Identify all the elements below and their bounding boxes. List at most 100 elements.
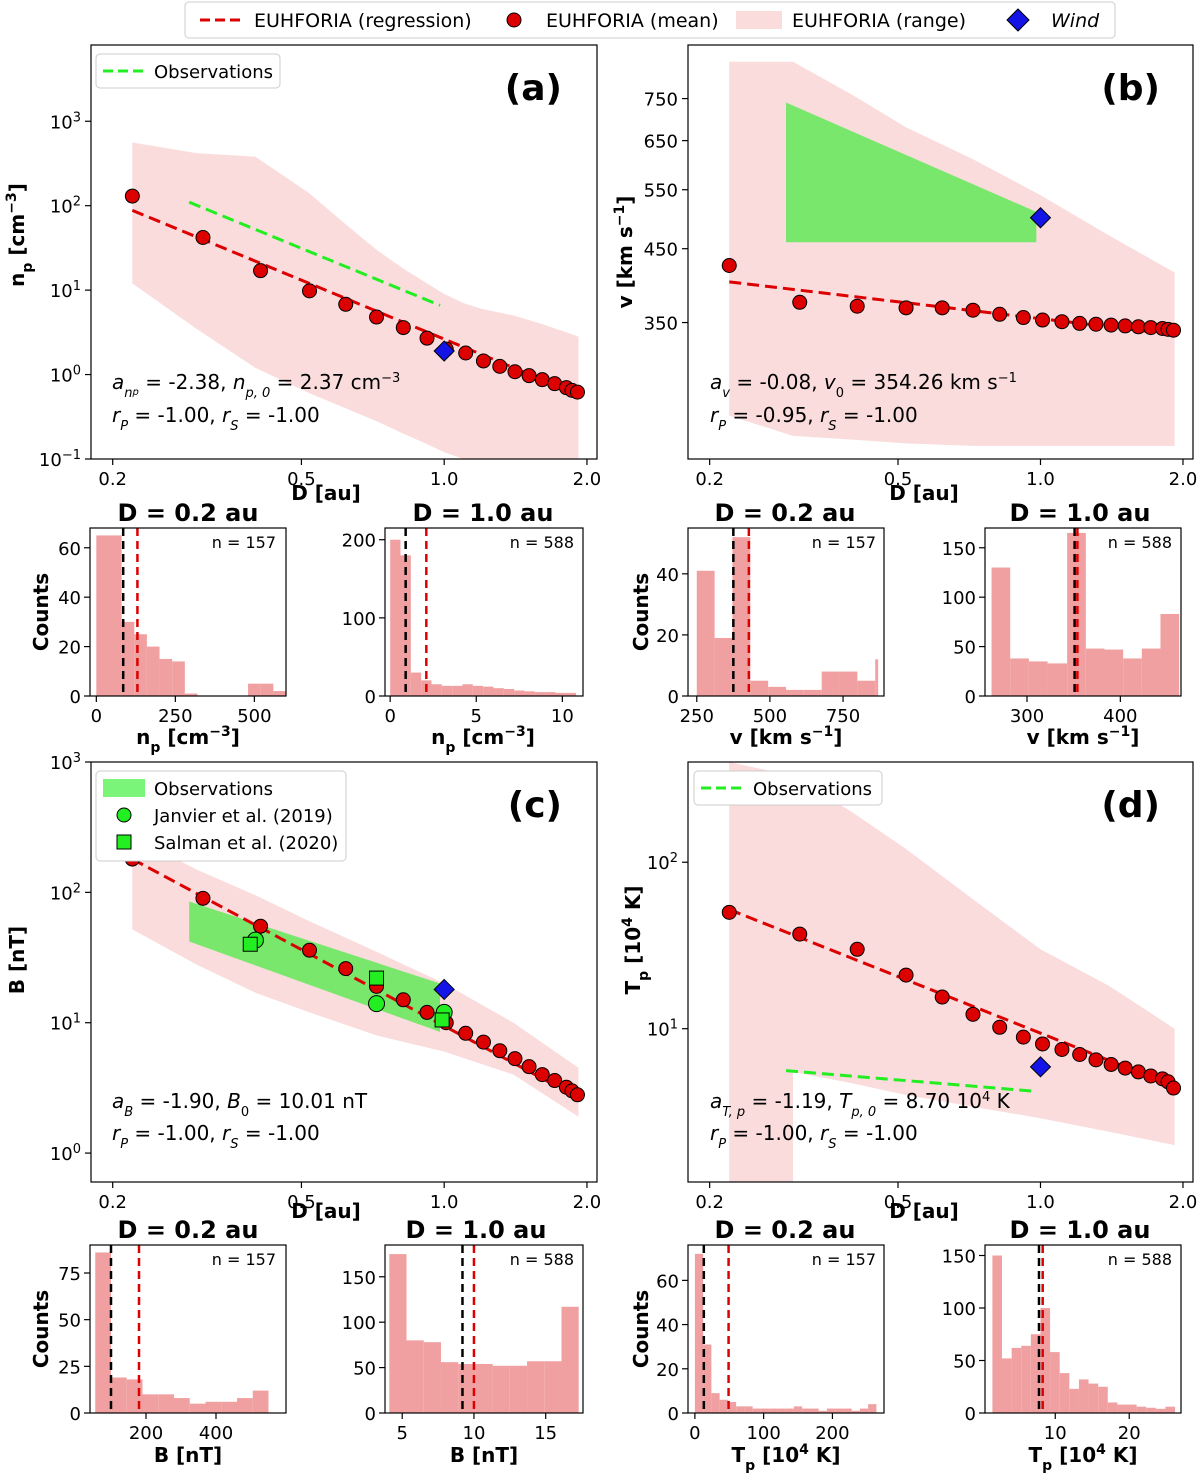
- histogram-h7-bar: [851, 1410, 860, 1413]
- panel-d-mean-point: [792, 926, 808, 942]
- panel-c-mean-point: [253, 918, 269, 934]
- histogram-h8-bar: [1107, 1402, 1118, 1413]
- panel-d-xtick-label: 2.0: [1169, 1192, 1198, 1213]
- histogram-h1-bar: [273, 691, 286, 696]
- histogram-h7-xtick-label: 0: [689, 1423, 700, 1444]
- histogram-h3-yticks: 0 20 40: [656, 565, 688, 708]
- histogram-h8-bar: [1127, 1404, 1137, 1413]
- panel-b-mean-point: [1015, 310, 1031, 326]
- panel-d-wind-points: [1029, 1056, 1052, 1078]
- panel-c-mean-point: [521, 1059, 537, 1075]
- histogram-h2-ytick-label: 200: [342, 531, 376, 552]
- histogram-h3-bar: [875, 659, 879, 696]
- panel-d: 0.2 0.5 1.0 2.0 101 102 Observations (d) Tp …: [620, 761, 1198, 1223]
- histogram-h3-bar: [839, 671, 858, 696]
- histogram-h1-xticks: 0 250 500: [91, 696, 272, 727]
- panel-a: 0.2 0.5 1.0 2.0 10−1 100 101 102 103 Observatio…: [4, 44, 601, 505]
- panel-a-ylabel: np [cm−3]: [4, 183, 36, 287]
- histogram-h5-n: n = 157: [212, 1250, 276, 1269]
- histogram-h8-bar: [1002, 1358, 1012, 1413]
- panel-b-mean-point: [1103, 317, 1119, 333]
- panel-d-mean-point: [992, 1019, 1008, 1035]
- histogram-h5-xtick-label: 400: [199, 1423, 233, 1444]
- histogram-h1-xtick-label: 500: [237, 706, 271, 727]
- histogram-h5-frame: [89, 1244, 287, 1414]
- legend-mean-label: EUHFORIA (mean): [546, 10, 719, 32]
- panel-a-legend-obs-label: Observations: [154, 62, 273, 83]
- histogram-h7-bar: [859, 1408, 869, 1413]
- panel-a-ytick-label: 100: [50, 363, 81, 387]
- histogram-h2-xtick-label: 5: [471, 706, 482, 727]
- panel-c-xlabel: D [au]: [291, 1199, 361, 1223]
- panel-b-plot: [721, 61, 1182, 446]
- histogram-h1-title: D = 0.2 au: [118, 499, 259, 527]
- panel-b-ytick-label: 650: [644, 132, 678, 153]
- histogram-h7-bar: [810, 1408, 819, 1413]
- histogram-h5-bars: [95, 1252, 269, 1413]
- histogram-h5-bar: [142, 1394, 159, 1413]
- panel-b-mean-point: [1166, 322, 1182, 338]
- histogram-h7-bar: [785, 1408, 794, 1413]
- histogram-h6-bar: [475, 1363, 493, 1413]
- panel-b-ytick-label: 550: [644, 181, 678, 202]
- histogram-h8: D = 1.0 au 10 20 0 50 100 150 n = 588 Tp [10…: [942, 1216, 1182, 1474]
- panel-d-range-band: [729, 762, 1175, 1182]
- panel-a-xlabel: D [au]: [291, 481, 361, 505]
- histogram-h8-bar: [1078, 1379, 1089, 1413]
- histogram-h2-bar: [483, 686, 494, 696]
- histogram-h3-title: D = 0.2 au: [715, 499, 856, 527]
- histogram-h8-xlabel: Tp [104 K]: [1029, 1442, 1138, 1474]
- histogram-h7-bars: [694, 1253, 877, 1413]
- panel-c-janvier-point: [368, 995, 386, 1013]
- panel-c-legend-salman-label: Salman et al. (2020): [154, 833, 338, 854]
- histogram-h6-ytick-label: 50: [353, 1359, 376, 1380]
- histogram-h7-bar: [727, 1401, 737, 1413]
- panel-a-legend: Observations: [95, 53, 281, 89]
- histogram-h6-title: D = 1.0 au: [406, 1216, 547, 1244]
- histogram-h8-bar: [1059, 1373, 1070, 1413]
- global-legend-frame: [184, 1, 1116, 39]
- panel-c-legend-frame: [95, 770, 347, 862]
- panel-a-mean-point: [521, 368, 537, 384]
- panel-a-label: (a): [505, 68, 562, 109]
- panel-a-ytick-label: 10−1: [39, 448, 81, 472]
- histogram-h8-bar: [1011, 1347, 1022, 1413]
- panel-d-mean-points: [721, 904, 1182, 1096]
- panel-c-xtick-label: 0.5: [287, 1192, 316, 1213]
- histogram-h2-bar: [555, 692, 566, 696]
- panel-c-mean-point: [395, 992, 411, 1008]
- histogram-h7-bar: [802, 1408, 811, 1413]
- panel-d-mean-point: [1088, 1052, 1104, 1068]
- panel-b-ytick-label: 350: [644, 314, 678, 335]
- histogram-h7-bar: [736, 1406, 745, 1413]
- panel-a-ytick-label: 102: [50, 194, 81, 218]
- panel-b-xtick-label: 2.0: [1169, 469, 1198, 490]
- panel-d-xlabel: D [au]: [889, 1199, 959, 1223]
- panel-b-mean-point: [1130, 319, 1146, 335]
- panel-c-plot: [124, 836, 585, 1117]
- histogram-h1-frame: [89, 527, 287, 697]
- histogram-h2-bar: [390, 539, 401, 696]
- histogram-h4-bar: [1028, 661, 1048, 696]
- panel-b-mean-point: [992, 306, 1008, 322]
- histogram-h1-ytick-label: 20: [58, 638, 81, 659]
- panel-c-mean-point: [302, 942, 318, 958]
- histogram-h4-ytick-label: 100: [942, 588, 976, 609]
- panel-d-mean-point: [1035, 1036, 1051, 1052]
- histogram-h2-bar: [410, 672, 422, 696]
- panel-a-mean-point: [195, 230, 211, 246]
- histogram-h7-bar: [868, 1404, 877, 1413]
- panel-c-mean-point: [534, 1067, 550, 1083]
- histogram-h5-title: D = 0.2 au: [118, 1216, 259, 1244]
- histogram-h4-bar: [1047, 663, 1068, 696]
- histogram-h3-bar: [857, 680, 876, 696]
- histogram-h2-bar: [472, 685, 484, 696]
- panel-d-xtick-label: 0.5: [884, 1192, 913, 1213]
- histogram-h3-ytick-label: 0: [668, 687, 679, 708]
- histogram-h5-xticks: 200 400: [129, 1413, 233, 1444]
- histogram-h8-bar: [1088, 1383, 1099, 1413]
- panel-b-xlabel: D [au]: [889, 481, 959, 505]
- histogram-h4-bar: [1160, 613, 1180, 696]
- histogram-h2-frame: [384, 527, 584, 697]
- histogram-h7-title: D = 0.2 au: [715, 1216, 856, 1244]
